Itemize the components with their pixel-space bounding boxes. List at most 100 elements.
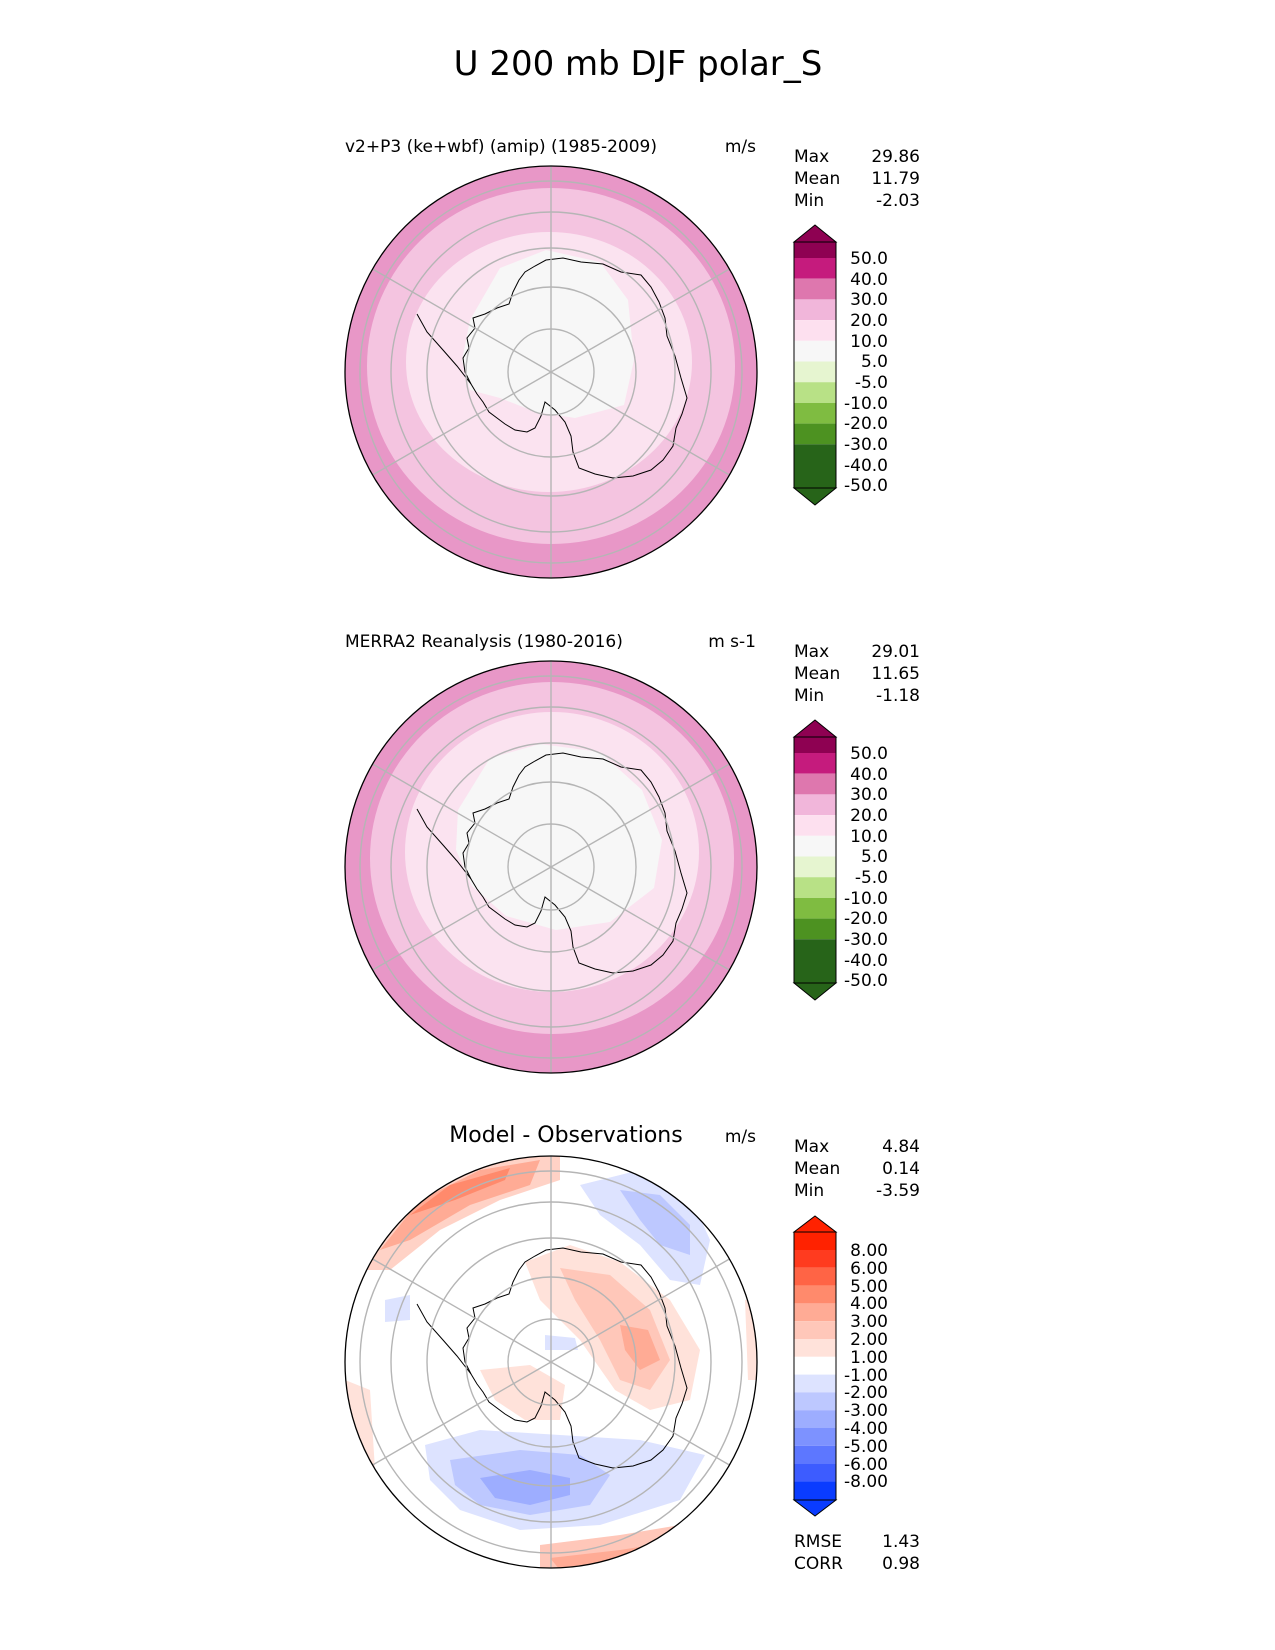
stat-label: RMSE (794, 1532, 842, 1552)
antarctica-coastline (416, 1247, 688, 1469)
colorbar-tick-label: -10.0 (844, 889, 888, 909)
stat-label: CORR (794, 1554, 843, 1574)
colorbar-segment (794, 877, 836, 898)
colorbar-tick-label: 40.0 (850, 270, 888, 290)
field-patch-negative (545, 1335, 578, 1350)
colorbar-segment (794, 897, 836, 919)
map-gridlines (359, 661, 743, 1073)
colorbar-tick-label: -8.00 (844, 1472, 888, 1492)
colorbar-tick-label: 20.0 (850, 806, 888, 826)
colorbar-extend-bottom (792, 982, 838, 1001)
colorbar-tick-label: 6.00 (850, 1259, 888, 1279)
colorbar-tick-label: -4.00 (844, 1419, 888, 1439)
colorbar-segment (794, 1445, 836, 1464)
colorbar-segment (794, 299, 836, 321)
colorbar-tick-label: 5.0 (861, 352, 888, 372)
antarctica-coastline (416, 257, 688, 479)
colorbar-segment (794, 815, 836, 836)
colorbar-tick-label: -50.0 (844, 971, 888, 991)
colorbar-segment (794, 773, 836, 795)
stat-value: -3.59 (876, 1181, 920, 1201)
panel-difference: Model - Observations m/s (344, 1123, 920, 1574)
colorbar-tick-label: 1.00 (850, 1348, 888, 1368)
colorbar-segment (794, 465, 836, 488)
colorbar-tick-label: -1.00 (844, 1366, 888, 1386)
panel-units: m s-1 (708, 632, 756, 652)
colorbar-segment (794, 340, 836, 362)
colorbar-segment (794, 242, 836, 258)
colorbar-segment (794, 1303, 836, 1322)
stat-label: Max (794, 147, 829, 167)
colorbar-tick-label: -2.00 (844, 1383, 888, 1403)
colorbar-tick-label: -30.0 (844, 930, 888, 950)
colorbar-segment (794, 1321, 836, 1339)
colorbar-segment (794, 1267, 836, 1286)
field-patch-positive (380, 1160, 540, 1250)
stat-value: 29.01 (871, 642, 920, 662)
panel-title: MERRA2 Reanalysis (1980-2016) (345, 632, 623, 652)
colorbar-segment (794, 258, 836, 279)
stat-value: 0.14 (882, 1159, 920, 1179)
colorbar-segment (794, 1339, 836, 1357)
colorbar-segment (794, 1481, 836, 1500)
map-boundary (344, 1155, 758, 1569)
map-gridlines (359, 166, 743, 578)
colorbar-tick-label: 10.0 (850, 332, 888, 352)
colorbar: 8.00 6.00 5.00 4.00 3.00 2.00 1.00 -1.00… (792, 1215, 888, 1517)
field-patch-positive (410, 1168, 510, 1215)
colorbar-tick-label: 10.0 (850, 827, 888, 847)
colorbar-extend-bottom (792, 487, 838, 506)
colorbar-tick-label: -20.0 (844, 414, 888, 434)
colorbar-segment (794, 737, 836, 753)
colorbar-tick-label: 50.0 (850, 249, 888, 269)
field-core (462, 250, 634, 418)
colorbar-tick-label: -20.0 (844, 909, 888, 929)
stats-block: Max 4.84 Mean 0.14 Min -3.59 (794, 1137, 920, 1201)
colorbar-tick-label: -40.0 (844, 456, 888, 476)
stat-value: 29.86 (871, 147, 920, 167)
stats-block: Max 29.01 Mean 11.65 Min -1.18 (794, 642, 920, 706)
colorbar-segment (794, 1428, 836, 1446)
colorbar-segment (794, 856, 836, 878)
panel-observations: MERRA2 Reanalysis (1980-2016) m s-1 Max … (344, 632, 920, 1074)
colorbar-tick-label: -6.00 (844, 1455, 888, 1475)
stat-label: Mean (794, 169, 840, 189)
colorbar-extend-bottom (792, 1499, 838, 1517)
panel-units: m/s (725, 137, 756, 157)
colorbar-segment (794, 320, 836, 341)
colorbar-segment (794, 402, 836, 424)
stat-value: -1.18 (876, 686, 920, 706)
colorbar-extend-top (792, 1215, 838, 1233)
colorbar-tick-label: 30.0 (850, 785, 888, 805)
colorbar-segment (794, 1232, 836, 1250)
map-boundary (344, 165, 758, 579)
colorbar-tick-label: 8.00 (850, 1241, 888, 1261)
field-patch-positive (480, 1365, 565, 1420)
colorbar-tick-label: -5.0 (855, 868, 888, 888)
colorbar-tick-label: 4.00 (850, 1294, 888, 1314)
stat-value: 4.84 (882, 1137, 920, 1157)
colorbar-tick-label: 20.0 (850, 311, 888, 331)
colorbar-segment (794, 1250, 836, 1268)
stat-label: Max (794, 1137, 829, 1157)
field-core (456, 744, 662, 930)
colorbar: 50.0 40.0 30.0 20.0 10.0 5.0 -5.0 -10.0 … (792, 719, 888, 1001)
stats-block: Max 29.86 Mean 11.79 Min -2.03 (794, 147, 920, 211)
colorbar-segment (794, 278, 836, 300)
colorbar-segment (794, 918, 836, 940)
colorbar-tick-label: 30.0 (850, 290, 888, 310)
field-patch-negative (385, 1295, 410, 1322)
field-patch-positive (620, 1325, 660, 1370)
colorbar-segment (794, 361, 836, 383)
panel-model: v2+P3 (ke+wbf) (amip) (1985-2009) m/s Ma… (344, 137, 920, 579)
panel-units: m/s (725, 1127, 756, 1147)
colorbar-tick-label: 50.0 (850, 744, 888, 764)
stat-label: Min (794, 686, 824, 706)
colorbar-tick-label: 5.00 (850, 1277, 888, 1297)
map-boundary (344, 660, 758, 1074)
colorbar-segment (794, 382, 836, 403)
panel-title: v2+P3 (ke+wbf) (amip) (1985-2009) (345, 137, 657, 157)
colorbar-tick-label: -30.0 (844, 435, 888, 455)
colorbar-segment (794, 1285, 836, 1304)
colorbar-segment (794, 794, 836, 816)
